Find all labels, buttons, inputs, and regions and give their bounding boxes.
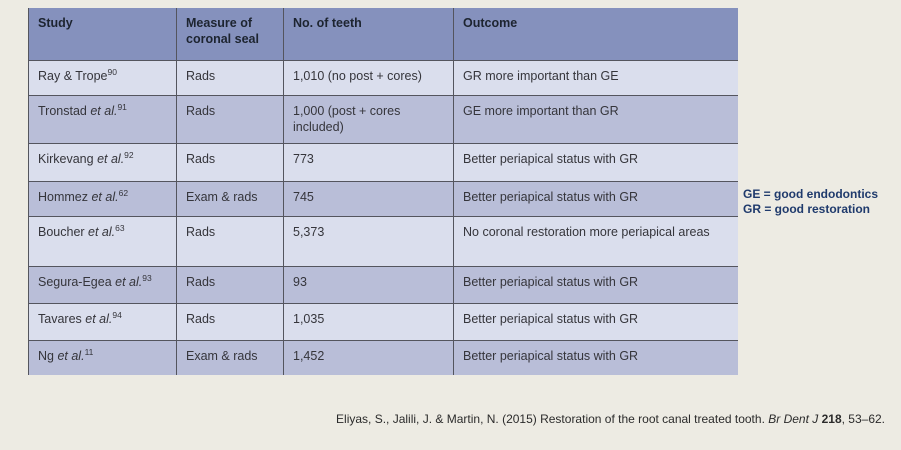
teeth-cell: 1,035 <box>283 303 454 341</box>
outcome-cell: Better periapical status with GR <box>453 340 738 375</box>
table-row: Tavares et al.94 Rads 1,035 Better peria… <box>28 303 738 341</box>
studies-table: Study Measure of coronal seal No. of tee… <box>28 8 738 375</box>
table-row: Kirkevang et al.92 Rads 773 Better peria… <box>28 143 738 182</box>
teeth-cell: 5,373 <box>283 216 454 267</box>
measure-cell: Exam & rads <box>176 340 284 375</box>
study-name: Tavares <box>38 311 86 326</box>
legend-line-ge: GE = good endodontics <box>743 187 878 201</box>
citation: Eliyas, S., Jalili, J. & Martin, N. (201… <box>336 412 885 426</box>
study-ref: 11 <box>84 346 94 357</box>
citation-volume: 218 <box>821 412 842 426</box>
study-name: Boucher <box>38 224 89 239</box>
study-cell: Hommez et al.62 <box>28 181 177 217</box>
study-name: Kirkevang <box>38 151 98 166</box>
measure-cell: Rads <box>176 303 284 341</box>
measure-cell: Rads <box>176 143 284 182</box>
outcome-cell: Better periapical status with GR <box>453 181 738 217</box>
study-etal: et al. <box>90 103 118 118</box>
teeth-cell: 773 <box>283 143 454 182</box>
outcome-cell: Better periapical status with GR <box>453 143 738 182</box>
citation-pages: , 53–62. <box>841 412 885 426</box>
table-header-row: Study Measure of coronal seal No. of tee… <box>28 8 738 61</box>
study-etal: et al. <box>88 224 116 239</box>
teeth-cell: 745 <box>283 181 454 217</box>
study-etal: et al. <box>91 189 119 204</box>
table-row: Segura-Egea et al.93 Rads 93 Better peri… <box>28 266 738 304</box>
study-name: Ray & Trope <box>38 68 108 83</box>
column-header-study: Study <box>28 8 177 61</box>
teeth-cell: 1,452 <box>283 340 454 375</box>
study-etal: et al. <box>97 151 125 166</box>
study-name: Ng <box>38 348 58 363</box>
column-header-teeth: No. of teeth <box>283 8 454 61</box>
study-cell: Ng et al.11 <box>28 340 177 375</box>
column-header-measure: Measure of coronal seal <box>176 8 284 61</box>
study-cell: Tavares et al.94 <box>28 303 177 341</box>
outcome-cell: Better periapical status with GR <box>453 303 738 341</box>
outcome-cell: GE more important than GR <box>453 95 738 144</box>
study-cell: Segura-Egea et al.93 <box>28 266 177 304</box>
measure-cell: Rads <box>176 60 284 96</box>
column-header-outcome: Outcome <box>453 8 738 61</box>
citation-journal: Br Dent J <box>768 412 822 426</box>
measure-cell: Rads <box>176 266 284 304</box>
table-row: Ray & Trope90 Rads 1,010 (no post + core… <box>28 60 738 96</box>
outcome-cell: No coronal restoration more periapical a… <box>453 216 738 267</box>
study-ref: 94 <box>112 309 122 320</box>
table-row: Hommez et al.62 Exam & rads 745 Better p… <box>28 181 738 217</box>
measure-cell: Rads <box>176 216 284 267</box>
study-ref: 91 <box>117 101 127 112</box>
table-row: Ng et al.11 Exam & rads 1,452 Better per… <box>28 340 738 375</box>
study-etal: et al. <box>115 274 143 289</box>
teeth-cell: 1,000 (post + cores included) <box>283 95 454 144</box>
study-ref: 90 <box>107 66 117 77</box>
teeth-cell: 93 <box>283 266 454 304</box>
study-cell: Ray & Trope90 <box>28 60 177 96</box>
study-ref: 93 <box>142 272 152 283</box>
study-cell: Tronstad et al.91 <box>28 95 177 144</box>
outcome-cell: Better periapical status with GR <box>453 266 738 304</box>
teeth-cell: 1,010 (no post + cores) <box>283 60 454 96</box>
measure-cell: Rads <box>176 95 284 144</box>
study-name: Hommez <box>38 189 92 204</box>
outcome-cell: GR more important than GE <box>453 60 738 96</box>
study-ref: 92 <box>124 149 134 160</box>
measure-cell: Exam & rads <box>176 181 284 217</box>
study-cell: Kirkevang et al.92 <box>28 143 177 182</box>
study-ref: 63 <box>115 222 125 233</box>
study-etal: et al. <box>85 311 113 326</box>
study-ref: 62 <box>118 187 129 198</box>
study-cell: Boucher et al.63 <box>28 216 177 267</box>
study-name: Segura-Egea <box>38 274 116 289</box>
study-name: Tronstad <box>38 103 91 118</box>
legend-line-gr: GR = good restoration <box>743 202 871 216</box>
abbreviation-legend: GE = good endodontics GR = good restorat… <box>743 187 878 217</box>
citation-authors: Eliyas, S., Jalili, J. & Martin, N. (201… <box>336 412 769 426</box>
table-row: Tronstad et al.91 Rads 1,000 (post + cor… <box>28 95 738 144</box>
table-row: Boucher et al.63 Rads 5,373 No coronal r… <box>28 216 738 267</box>
study-etal: et al. <box>57 348 85 363</box>
